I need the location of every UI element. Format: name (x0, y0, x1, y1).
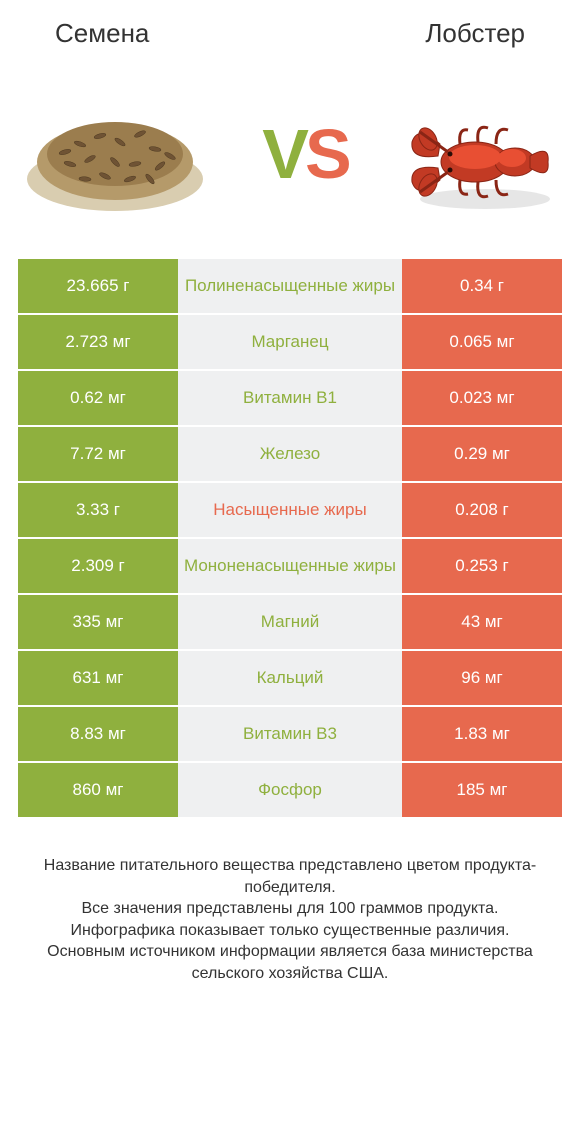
footer-line-3: Инфографика показывает только существенн… (28, 920, 552, 942)
right-value: 0.253 г (402, 539, 562, 593)
left-value: 2.723 мг (18, 315, 178, 369)
right-value: 0.208 г (402, 483, 562, 537)
left-value: 631 мг (18, 651, 178, 705)
footer-notes: Название питательного вещества представл… (0, 819, 580, 985)
left-value: 8.83 мг (18, 707, 178, 761)
right-value: 1.83 мг (402, 707, 562, 761)
left-value: 7.72 мг (18, 427, 178, 481)
vs-label: VS (262, 114, 347, 194)
header: Семена Лобстер (0, 0, 580, 59)
left-value: 3.33 г (18, 483, 178, 537)
footer-line-1: Название питательного вещества представл… (28, 855, 552, 898)
right-value: 0.023 мг (402, 371, 562, 425)
nutrient-label: Фосфор (178, 763, 402, 817)
nutrient-label: Кальций (178, 651, 402, 705)
table-row: 0.62 мгВитамин B10.023 мг (18, 371, 562, 427)
table-row: 8.83 мгВитамин B31.83 мг (18, 707, 562, 763)
table-row: 631 мгКальций96 мг (18, 651, 562, 707)
table-row: 3.33 гНасыщенные жиры0.208 г (18, 483, 562, 539)
table-row: 335 мгМагний43 мг (18, 595, 562, 651)
right-value: 0.065 мг (402, 315, 562, 369)
nutrient-label: Марганец (178, 315, 402, 369)
footer-line-4: Основным источником информации является … (28, 941, 552, 984)
left-value: 0.62 мг (18, 371, 178, 425)
left-value: 23.665 г (18, 259, 178, 313)
table-row: 2.309 гМононенасыщенные жиры0.253 г (18, 539, 562, 595)
nutrient-label: Насыщенные жиры (178, 483, 402, 537)
seeds-icon (20, 84, 210, 224)
table-row: 7.72 мгЖелезо0.29 мг (18, 427, 562, 483)
right-value: 96 мг (402, 651, 562, 705)
comparison-infographic: Семена Лобстер (0, 0, 580, 1144)
right-value: 43 мг (402, 595, 562, 649)
nutrient-label: Магний (178, 595, 402, 649)
lobster-icon (400, 84, 560, 224)
right-value: 185 мг (402, 763, 562, 817)
left-value: 335 мг (18, 595, 178, 649)
vs-v: V (262, 115, 305, 193)
left-value: 860 мг (18, 763, 178, 817)
nutrient-label: Железо (178, 427, 402, 481)
table-row: 23.665 гПолиненасыщенные жиры0.34 г (18, 259, 562, 315)
right-value: 0.34 г (402, 259, 562, 313)
table-row: 860 мгФосфор185 мг (18, 763, 562, 819)
right-product-title: Лобстер (425, 18, 525, 49)
vs-s: S (305, 115, 348, 193)
table-row: 2.723 мгМарганец0.065 мг (18, 315, 562, 371)
left-value: 2.309 г (18, 539, 178, 593)
nutrient-label: Полиненасыщенные жиры (178, 259, 402, 313)
footer-line-2: Все значения представлены для 100 граммо… (28, 898, 552, 920)
nutrient-label: Витамин B1 (178, 371, 402, 425)
right-value: 0.29 мг (402, 427, 562, 481)
nutrition-table: 23.665 гПолиненасыщенные жиры0.34 г2.723… (0, 259, 580, 819)
left-product-title: Семена (55, 18, 149, 49)
nutrient-label: Мононенасыщенные жиры (178, 539, 402, 593)
nutrient-label: Витамин B3 (178, 707, 402, 761)
hero-row: VS (0, 59, 580, 259)
